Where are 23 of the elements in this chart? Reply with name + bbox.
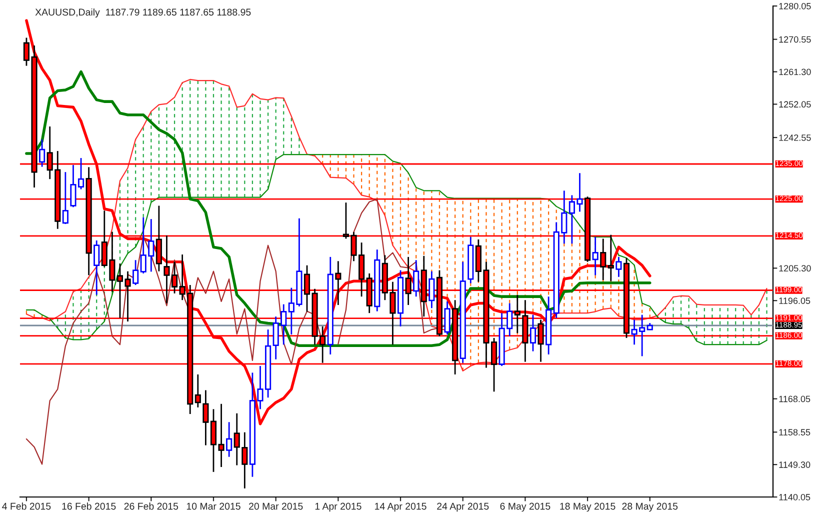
y-tick-label: 1168.05 [779,396,810,402]
y-tick-label: 1158.55 [779,429,810,436]
y-tick-label: 1261.30 [779,68,811,76]
y-tick-label: 1196.05 [779,298,810,304]
y-tick-label: 1149.30 [779,462,810,468]
x-tick-label: 10 Mar 2015 [186,502,240,510]
x-tick-label: 16 Feb 2015 [62,502,116,510]
x-tick-label: 14 Apr 2015 [375,502,426,512]
x-tick-label: 4 Feb 2015 [2,502,51,510]
y-tick-label: 1270.55 [779,36,811,43]
x-tick-label: 26 Feb 2015 [124,502,178,510]
y-tick-label: 1205.30 [779,265,811,272]
x-tick-label: 28 May 2015 [622,502,678,512]
x-tick-label: 6 May 2015 [500,502,550,512]
y-tick-label: 1252.05 [779,101,811,108]
x-tick-label: 18 May 2015 [560,502,616,512]
y-tick-label: 1280.05 [779,2,811,10]
y-tick-label: 1242.55 [779,134,811,141]
x-tick-label: 20 Mar 2015 [249,502,303,510]
y-tick-label: 1140.05 [779,494,810,500]
chart-title: XAUUSD,Daily 1187.79 1189.65 1187.65 1188.95 [35,8,251,18]
x-tick-label: 24 Apr 2015 [437,502,489,512]
x-tick-label: 1 Apr 2015 [315,502,362,512]
